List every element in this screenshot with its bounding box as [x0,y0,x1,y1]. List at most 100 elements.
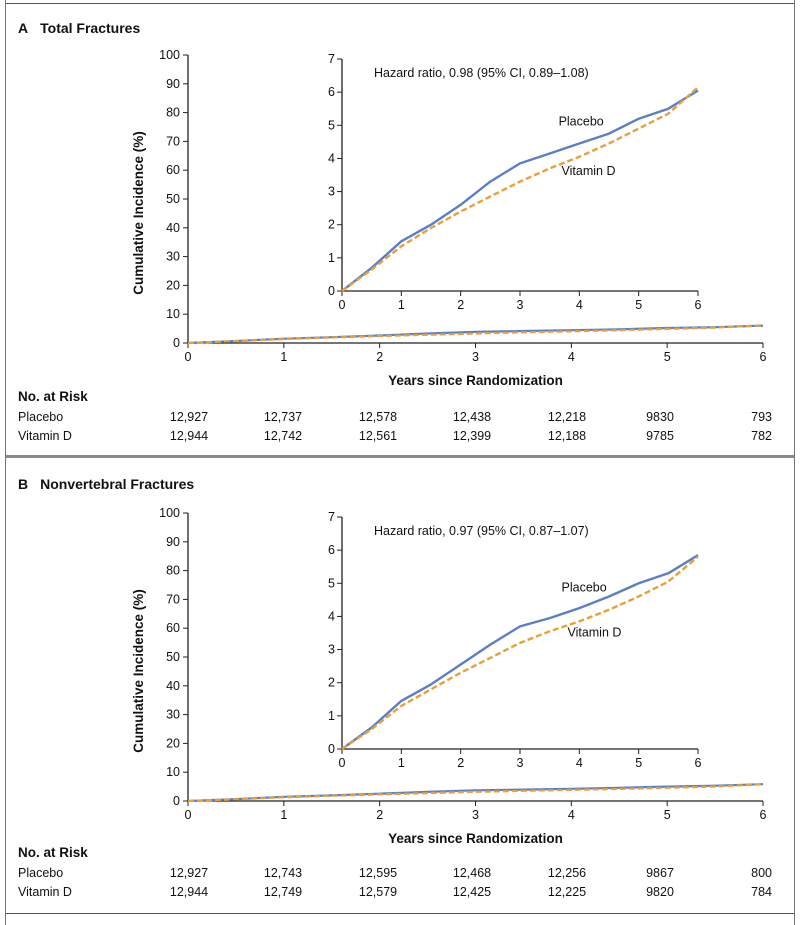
risk-cell: 9820 [646,885,674,899]
inset-y-tick-label: 0 [328,742,335,756]
risk-cell: 12,743 [263,866,303,880]
inset-y-tick-label: 6 [328,543,335,557]
inset-series-line-vitamin-d [341,555,699,750]
inset-x-tick-label: 0 [339,298,346,312]
y-tick-label: 0 [173,336,180,350]
y-tick-label: 0 [173,794,180,808]
inset-y-tick-label: 7 [328,52,335,66]
inset-x-tick-label: 3 [517,298,524,312]
x-axis-label: Years since Randomization [388,373,563,388]
risk-cell: 12,749 [263,885,303,899]
x-tick-label: 6 [760,350,767,364]
inset-y-tick-label: 6 [328,85,335,99]
hazard-ratio-annotation: Hazard ratio, 0.98 (95% CI, 0.89–1.08) [374,66,589,80]
risk-cell: 12,399 [452,429,492,443]
risk-cell: 12,742 [263,429,303,443]
inset-x-tick-label: 6 [695,298,702,312]
panel-letter: B [18,476,29,492]
panel-b: B Nonvertebral Fractures 0 10 20 30 40 50 60 70 8… [0,458,800,913]
x-tick-label: 0 [185,808,192,822]
x-tick-label: 6 [760,808,767,822]
y-tick-label: 90 [166,535,180,549]
x-tick-label: 3 [472,808,479,822]
inset-y-tick-label: 1 [328,251,335,265]
risk-row-label: Vitamin D [18,885,72,899]
right-border [794,0,795,925]
y-tick-label: 10 [166,765,180,779]
x-tick-label: 1 [280,808,287,822]
hazard-ratio-annotation: Hazard ratio, 0.97 (95% CI, 0.87–1.07) [374,524,589,538]
x-tick-label: 2 [376,350,383,364]
risk-cell: 12,927 [169,410,209,424]
x-tick-label: 0 [185,350,192,364]
risk-cell: 12,188 [547,429,587,443]
x-tick-label: 3 [472,350,479,364]
inset-x-tick-label: 4 [576,298,583,312]
risk-row-label: Vitamin D [18,429,72,443]
risk-cell: 12,595 [358,866,398,880]
top-border [5,3,795,4]
risk-heading: No. at Risk [18,389,88,404]
risk-row-placebo: Placebo 12,927 12,737 12,578 12,438 12,2… [0,410,800,428]
x-tick-label: 1 [280,350,287,364]
risk-cell: 12,256 [547,866,587,880]
y-tick-label: 40 [166,679,180,693]
inset-y-tick-label: 4 [328,151,335,165]
y-tick-label: 20 [166,736,180,750]
inset-series-label: Placebo [559,114,604,128]
left-border [5,0,6,925]
series-line-vitamin-d [187,324,764,345]
inset-x-tick-label: 5 [635,756,642,770]
risk-cell: 12,927 [169,866,209,880]
risk-cell: 12,579 [358,885,398,899]
risk-cell: 12,225 [547,885,587,899]
inset-x-tick-label: 1 [398,298,405,312]
y-tick-label: 30 [166,250,180,264]
inset-y-tick-label: 3 [328,185,335,199]
risk-row-label: Placebo [18,866,64,880]
inset-y-tick-label: 5 [328,576,335,590]
inset-series-label: Vitamin D [562,164,616,178]
x-tick-label: 5 [664,808,671,822]
risk-row-vitamin-d: Vitamin D 12,944 12,749 12,579 12,425 12… [0,885,800,903]
y-tick-label: 60 [166,163,180,177]
panel-title: B Nonvertebral Fractures [18,476,194,492]
inset-x-tick-label: 3 [517,756,524,770]
inset-y-tick-label: 4 [328,609,335,623]
y-tick-label: 80 [166,106,180,120]
x-tick-label: 4 [568,350,575,364]
bottom-border [5,913,795,914]
inset-x-tick-label: 0 [339,756,346,770]
inset-x-tick-label: 6 [695,756,702,770]
inset-x-tick-label: 5 [635,298,642,312]
risk-cell: 12,578 [358,410,398,424]
y-axis-label: Cumulative Incidence (%) [131,131,146,295]
inset-series-line-placebo [341,554,699,750]
y-tick-label: 10 [166,307,180,321]
series-line-vitamin-d [187,783,764,803]
x-axis-label: Years since Randomization [388,831,563,846]
inset-x-tick-label: 2 [457,298,464,312]
y-tick-label: 60 [166,621,180,635]
risk-row-placebo: Placebo 12,927 12,743 12,595 12,468 12,2… [0,866,800,884]
y-tick-label: 90 [166,77,180,91]
panel-letter: A [18,20,29,36]
risk-row-label: Placebo [18,410,64,424]
risk-cell: 793 [751,410,772,424]
x-tick-label: 2 [376,808,383,822]
risk-row-vitamin-d: Vitamin D 12,944 12,742 12,561 12,399 12… [0,429,800,447]
inset-y-tick-label: 0 [328,284,335,298]
panel-title-text: Nonvertebral Fractures [40,476,195,492]
y-axis-label: Cumulative Incidence (%) [131,589,146,753]
risk-cell: 12,737 [263,410,303,424]
risk-cell: 12,438 [452,410,492,424]
inset-series-label: Placebo [562,581,607,595]
panel-a: A Total Fractures 0 10 20 30 40 50 60 70 80 90 100 0… [0,0,800,455]
x-tick-label: 5 [664,350,671,364]
risk-cell: 9830 [646,410,674,424]
inset-y-tick-label: 5 [328,118,335,132]
inset-x-tick-label: 4 [576,756,583,770]
panel-title: A Total Fractures [18,20,140,36]
